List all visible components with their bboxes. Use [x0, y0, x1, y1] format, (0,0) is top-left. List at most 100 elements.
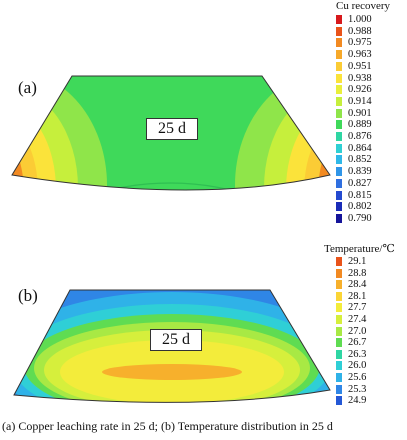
- legend-b-swatch: [336, 361, 342, 371]
- legend-a-swatch: [336, 143, 342, 153]
- legend-b-entry: 29.1: [336, 256, 366, 267]
- legend-b-value: 25.3: [348, 383, 367, 395]
- legend-a-value: 0.839: [348, 166, 372, 178]
- legend-a-swatch: [336, 120, 342, 130]
- legend-a-entry: 0.864: [336, 143, 372, 154]
- legend-b-swatch: [336, 326, 342, 336]
- legend-a-entry: 0.938: [336, 73, 372, 84]
- legend-a-swatch: [336, 190, 342, 200]
- legend-b-swatch: [336, 280, 342, 290]
- legend-a-entry: 0.876: [336, 131, 372, 142]
- legend-a-entry: 0.852: [336, 154, 372, 165]
- legend-b-swatch: [336, 315, 342, 324]
- legend-a-value: 0.963: [348, 49, 372, 61]
- legend-b-entry: 28.8: [336, 268, 366, 279]
- legend-b-value: 27.4: [348, 314, 367, 325]
- legend-b-swatch: [336, 373, 342, 382]
- legend-b-value: 27.0: [348, 325, 367, 337]
- legend-a-entry: 0.926: [336, 84, 372, 95]
- legend-a-value: 0.852: [348, 154, 372, 166]
- legend-a-swatch: [336, 26, 342, 36]
- panel-a-time-label: 25 d: [146, 118, 198, 140]
- heap-b: [14, 290, 330, 403]
- legend-a-title: Cu recovery: [336, 0, 391, 12]
- legend-b-entry: 27.4: [336, 314, 366, 325]
- heap-b-contour-7: [102, 364, 242, 380]
- legend-a-value: 0.988: [348, 25, 372, 37]
- legend-a-swatch: [336, 61, 342, 71]
- legend-a-entry: 0.802: [336, 201, 372, 212]
- legend-a-value: 0.901: [348, 107, 372, 119]
- heap-a-outline: [11, 75, 331, 191]
- heap-b-outline: [13, 289, 331, 403]
- legend-a-entry: 0.914: [336, 96, 372, 107]
- legend-b-value: 26.0: [348, 360, 367, 372]
- legend-a-value: 1.000: [348, 14, 372, 25]
- legend-a-entry: 0.790: [336, 213, 372, 224]
- legend-a-swatch: [336, 50, 342, 60]
- legend-a-swatch: [336, 96, 342, 106]
- heap-a-left-contour-3: [12, 105, 56, 190]
- heap-a-left-contour-5: [12, 132, 24, 190]
- legend-a-value: 0.864: [348, 142, 372, 154]
- legend-b-swatch: [336, 338, 342, 348]
- legend-a-swatch: [336, 73, 342, 83]
- figure-caption: (a) Copper leaching rate in 25 d; (b) Te…: [2, 419, 333, 433]
- legend-b: 29.1 28.8 28.4 28.1 27.7 27.4 27.0 26.7 26.3 26.0…: [336, 256, 406, 416]
- legend-b-swatch: [336, 257, 342, 266]
- legend-b-entry: 25.3: [336, 384, 366, 395]
- legend-a-entry: 0.975: [336, 37, 372, 48]
- legend-b-swatch: [336, 384, 342, 394]
- legend-a-swatch: [336, 85, 342, 95]
- legend-b-entry: 27.0: [336, 326, 366, 337]
- legend-b-entry: 27.7: [336, 302, 366, 313]
- legend-a-swatch: [336, 213, 342, 223]
- legend-a-entry: 0.827: [336, 178, 372, 189]
- legend-a-value: 0.802: [348, 201, 372, 213]
- panel-a-tag: (a): [18, 78, 37, 97]
- legend-a-value: 0.975: [348, 37, 372, 49]
- legend-b-value: 26.7: [348, 337, 367, 349]
- legend-b-swatch: [336, 349, 342, 359]
- legend-a-value: 0.951: [348, 60, 372, 72]
- legend-a-value: 0.926: [348, 84, 372, 96]
- legend-b-swatch: [336, 291, 342, 301]
- legend-a-swatch: [336, 108, 342, 118]
- legend-a-value: 0.815: [348, 189, 372, 201]
- legend-b-swatch: [336, 303, 342, 313]
- legend-a-value: 0.876: [348, 131, 372, 142]
- legend-b-swatch: [336, 268, 342, 278]
- legend-a-entry: 1.000: [336, 14, 372, 25]
- legend-a-swatch: [336, 132, 342, 141]
- legend-a-swatch: [336, 202, 342, 212]
- legend-b-entry: 25.6: [336, 372, 366, 383]
- legend-a-value: 0.889: [348, 119, 372, 131]
- legend-b-entry: 26.0: [336, 360, 366, 371]
- legend-b-entry: 26.3: [336, 349, 366, 360]
- legend-b-entry: 28.4: [336, 279, 366, 290]
- legend-a-entry: 0.839: [336, 166, 372, 177]
- legend-a-swatch: [336, 155, 342, 165]
- legend-b-value: 25.6: [348, 372, 367, 383]
- legend-a-swatch: [336, 167, 342, 177]
- legend-b-value: 27.7: [348, 302, 367, 314]
- legend-a-entry: 0.951: [336, 61, 372, 72]
- legend-a-entry: 0.963: [336, 49, 372, 60]
- legend-a-value: 0.914: [348, 95, 372, 107]
- heap-a-bottom-contour: [39, 182, 301, 190]
- legend-b-title: Temperature/℃: [324, 243, 395, 255]
- legend-b-value: 26.3: [348, 348, 367, 360]
- legend-a-entry: 0.815: [336, 190, 372, 201]
- legend-a-value: 0.938: [348, 72, 372, 84]
- legend-b-value: 28.4: [348, 279, 367, 291]
- legend-a-swatch: [336, 178, 342, 188]
- legend-a-entry: 0.901: [336, 108, 372, 119]
- legend-a-entry: 0.889: [336, 119, 372, 130]
- legend-b-swatch: [336, 396, 342, 406]
- legend-b-value: 24.9: [348, 395, 367, 407]
- legend-b-value: 28.8: [348, 267, 367, 279]
- legend-b-value: 28.1: [348, 290, 367, 302]
- legend-a-entry: 0.988: [336, 26, 372, 37]
- legend-a-value: 0.827: [348, 177, 372, 189]
